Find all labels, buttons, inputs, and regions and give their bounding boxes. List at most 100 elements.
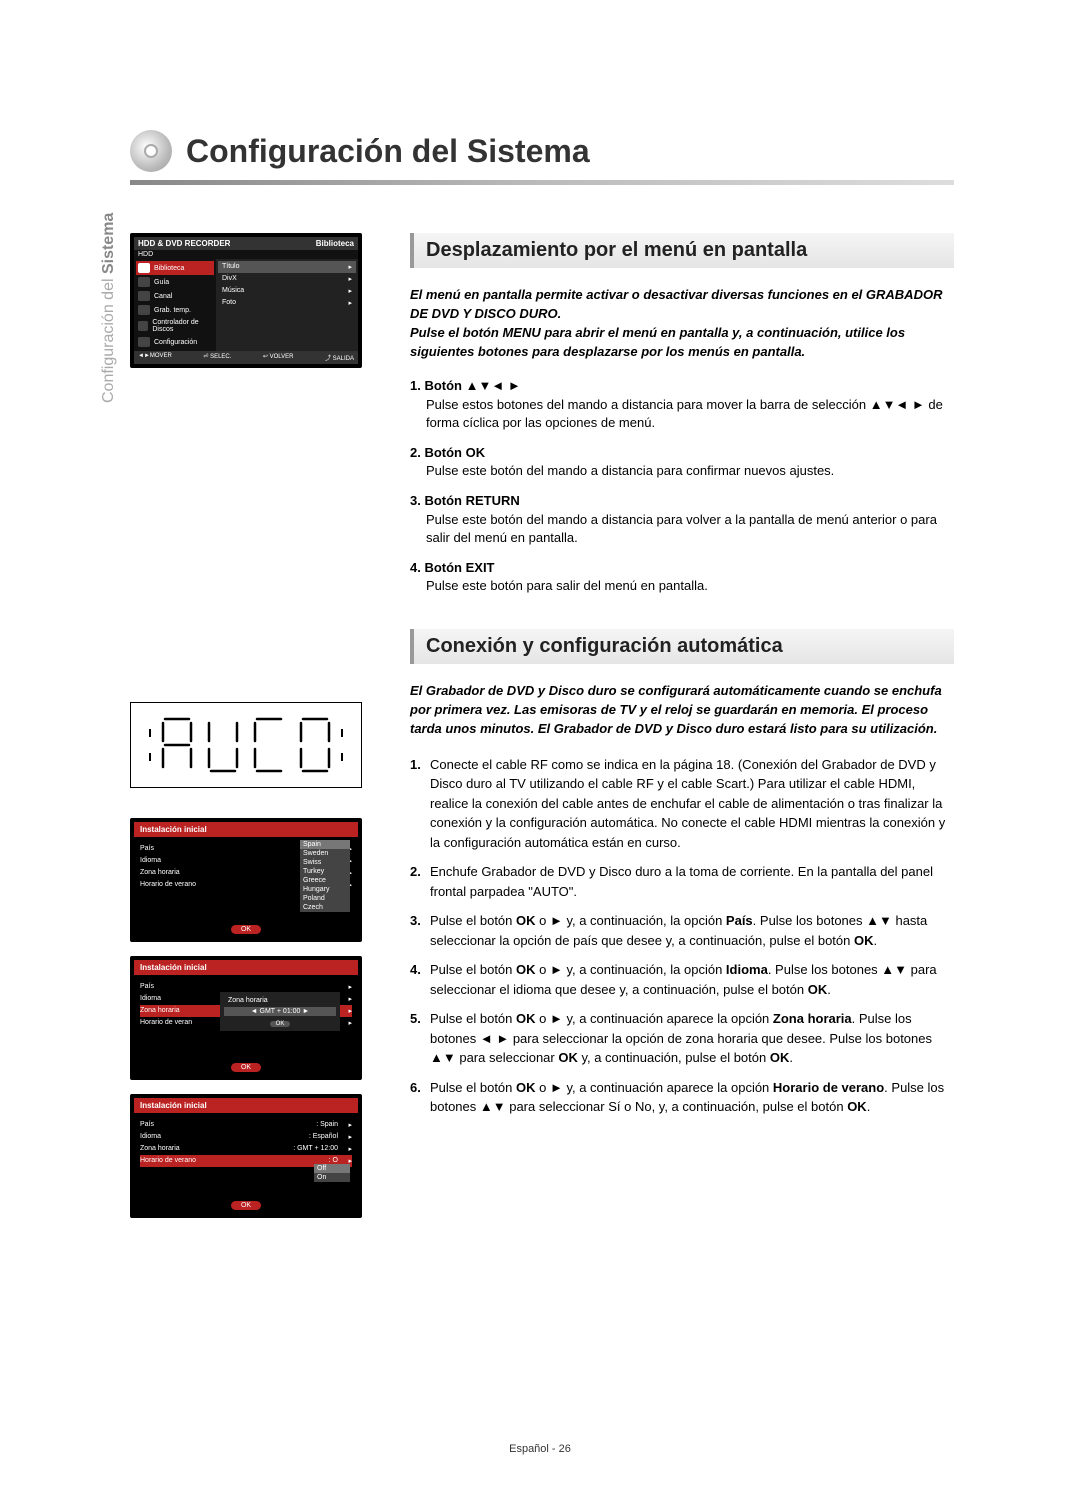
- button-item: 1. Botón ▲▼◄ ►Pulse estos botones del ma…: [410, 377, 954, 432]
- step-item: 3.Pulse el botón OK o ► y, a continuació…: [410, 911, 954, 950]
- osd1-header-right: Biblioteca: [316, 239, 354, 248]
- right-column: Desplazamiento por el menú en pantalla E…: [390, 233, 954, 1232]
- osd1-header-left: HDD & DVD RECORDER: [138, 239, 230, 248]
- osd1-footer-item: ⤴ SALIDA: [325, 353, 354, 362]
- osd2-dropdown-item: Turkey: [300, 867, 350, 876]
- osd-menu-icon: [138, 277, 150, 287]
- osd1-right-item: Título▸: [218, 261, 356, 273]
- page-title: Configuración del Sistema: [186, 133, 590, 170]
- button-item-head: 4. Botón EXIT: [410, 559, 954, 577]
- osd1-left-item: Configuración: [136, 335, 214, 349]
- osd1-footer-item: ⏎ SELEC.: [203, 353, 231, 362]
- step-text: Enchufe Grabador de DVD y Disco duro a l…: [430, 862, 954, 901]
- step-text: Pulse el botón OK o ► y, a continuación …: [430, 1009, 954, 1068]
- osd3-popup-val: ◄ GMT + 01:00 ►: [224, 1007, 336, 1016]
- button-list: 1. Botón ▲▼◄ ►Pulse estos botones del ma…: [410, 377, 954, 595]
- step-number: 2.: [410, 862, 430, 901]
- disc-icon: [130, 130, 172, 172]
- content: Configuración del Sistema HDD & DVD RECO…: [130, 233, 954, 1232]
- osd4-row: Idioma: Español▸: [140, 1131, 352, 1143]
- step-text: Pulse el botón OK o ► y, a continuación,…: [430, 911, 954, 950]
- osd3-popup: Zona horaria ◄ GMT + 01:00 ► OK: [220, 992, 340, 1031]
- osd1-left-label: Biblioteca: [154, 265, 184, 272]
- button-item-head: 1. Botón ▲▼◄ ►: [410, 377, 954, 395]
- auto-display: [130, 702, 362, 788]
- osd4-row: País: Spain▸: [140, 1119, 352, 1131]
- osd2-dropdown-item: Sweden: [300, 849, 350, 858]
- osd-menu-icon: [138, 291, 150, 301]
- osd-pais: Instalación inicial País: S▸Idioma: E▸Zo…: [130, 818, 362, 942]
- button-item-body: Pulse este botón del mando a distancia p…: [410, 462, 954, 480]
- osd-menu-icon: [138, 321, 148, 331]
- osd1-left-item: Controlador de Discos: [136, 317, 214, 335]
- step-item: 4.Pulse el botón OK o ► y, a continuació…: [410, 960, 954, 999]
- numbered-steps: 1.Conecte el cable RF como se indica en …: [410, 755, 954, 1117]
- osd4-dropdown-item: Off: [314, 1164, 350, 1173]
- osd4-row: Zona horaria: GMT + 12:00▸: [140, 1143, 352, 1155]
- page-footer: Español - 26: [0, 1443, 1080, 1455]
- osd1-left-label: Canal: [154, 293, 172, 300]
- side-section-label: Configuración del Sistema: [100, 213, 118, 403]
- side-label-bold: Sistema: [100, 213, 117, 274]
- button-item-body: Pulse este botón del mando a distancia p…: [410, 511, 954, 547]
- osd2-dropdown-item: Greece: [300, 876, 350, 885]
- step-item: 6.Pulse el botón OK o ► y, a continuació…: [410, 1078, 954, 1117]
- colon-right: [341, 717, 343, 773]
- osd3-popup-ok: OK: [270, 1021, 291, 1027]
- button-item-body: Pulse estos botones del mando a distanci…: [410, 396, 954, 432]
- step-item: 2.Enchufe Grabador de DVD y Disco duro a…: [410, 862, 954, 901]
- step-number: 3.: [410, 911, 430, 950]
- osd3-ok: OK: [231, 1063, 261, 1072]
- osd1-right-item: DivX▸: [218, 273, 356, 285]
- button-item-head: 2. Botón OK: [410, 444, 954, 462]
- osd-menu-icon: [138, 263, 150, 273]
- page: Configuración del Sistema Configuración …: [130, 130, 954, 1232]
- button-item: 4. Botón EXITPulse este botón para salir…: [410, 559, 954, 595]
- osd-menu-icon: [138, 305, 150, 315]
- step-number: 5.: [410, 1009, 430, 1068]
- section2-intro: El Grabador de DVD y Disco duro se confi…: [410, 682, 954, 739]
- osd3-header: Instalación inicial: [134, 960, 358, 975]
- osd1-left-item: Canal: [136, 289, 214, 303]
- step-number: 4.: [410, 960, 430, 999]
- seg-A: [157, 715, 197, 775]
- osd-menu-icon: [138, 337, 150, 347]
- osd1-left-label: Grab. temp.: [154, 307, 191, 314]
- osd2-ok: OK: [231, 925, 261, 934]
- osd2-header: Instalación inicial: [134, 822, 358, 837]
- osd1-left-label: Guía: [154, 279, 169, 286]
- osd-biblioteca: HDD & DVD RECORDER Biblioteca HDD Biblio…: [130, 233, 362, 368]
- side-label-light: Configuración del: [100, 274, 117, 403]
- section2-heading: Conexión y configuración automática: [410, 629, 954, 664]
- osd2-dropdown: SpainSwedenSwissTurkeyGreeceHungaryPolan…: [300, 840, 350, 912]
- osd2-dropdown-item: Czech: [300, 903, 350, 912]
- osd1-sub: HDD: [134, 250, 358, 259]
- osd1-right-item: Foto▸: [218, 297, 356, 309]
- step-text: Conecte el cable RF como se indica en la…: [430, 755, 954, 853]
- osd4-dropdown-item: On: [314, 1173, 350, 1182]
- osd2-dropdown-item: Spain: [300, 840, 350, 849]
- colon-left: [149, 717, 151, 773]
- button-item: 2. Botón OKPulse este botón del mando a …: [410, 444, 954, 480]
- seg-O: [295, 715, 335, 775]
- title-underline: [130, 180, 954, 185]
- osd-zona: Instalación inicial País▸Idioma▸Zona hor…: [130, 956, 362, 1080]
- seg-U: [203, 715, 243, 775]
- osd1-right-menu: Título▸DivX▸Música▸Foto▸: [216, 259, 358, 351]
- step-text: Pulse el botón OK o ► y, a continuación …: [430, 1078, 954, 1117]
- osd1-footer: ◄►MOVER⏎ SELEC.↩ VOLVER⤴ SALIDA: [134, 351, 358, 364]
- osd1-left-item: Grab. temp.: [136, 303, 214, 317]
- button-item: 3. Botón RETURNPulse este botón del mand…: [410, 492, 954, 547]
- section1-intro: El menú en pantalla permite activar o de…: [410, 286, 954, 361]
- osd1-left-label: Configuración: [154, 339, 197, 346]
- osd1-left-item: Biblioteca: [136, 261, 214, 275]
- osd1-header: HDD & DVD RECORDER Biblioteca: [134, 237, 358, 250]
- osd4-dropdown: OffOn: [314, 1164, 350, 1182]
- osd4-ok: OK: [231, 1201, 261, 1210]
- button-item-head: 3. Botón RETURN: [410, 492, 954, 510]
- osd2-dropdown-item: Swiss: [300, 858, 350, 867]
- step-number: 6.: [410, 1078, 430, 1117]
- osd4-header: Instalación inicial: [134, 1098, 358, 1113]
- osd1-left-menu: Biblioteca Guía Canal Grab. temp. Controlado…: [134, 259, 216, 351]
- osd1-right-item: Música▸: [218, 285, 356, 297]
